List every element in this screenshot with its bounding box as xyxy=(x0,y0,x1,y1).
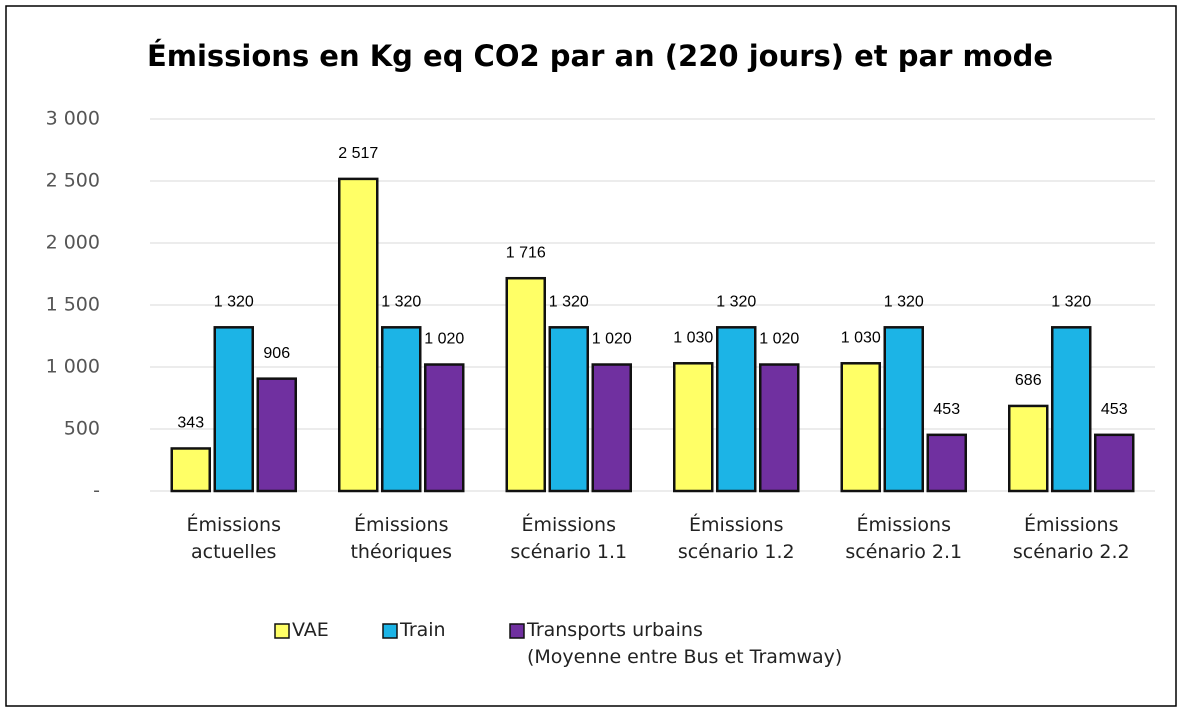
legend-label: Transports urbains (Moyenne entre Bus et… xyxy=(527,619,843,668)
legend-swatch xyxy=(274,623,290,639)
data-label: 1 030 xyxy=(673,329,713,346)
legend-label: VAE xyxy=(292,619,329,641)
x-tick-label: Émissions scénario 2.2 xyxy=(1012,514,1130,563)
bar xyxy=(591,363,632,493)
data-label: 2 517 xyxy=(338,145,378,162)
y-tick-label: - xyxy=(93,480,100,502)
x-tick-label: Émissions scénario 1.1 xyxy=(510,514,628,563)
legend-label: Train xyxy=(400,619,446,641)
data-label: 1 320 xyxy=(1051,294,1091,311)
bar xyxy=(1008,404,1049,493)
data-label: 686 xyxy=(1015,372,1042,389)
y-tick-label: 2 500 xyxy=(46,170,100,192)
bar xyxy=(338,177,379,493)
y-tick-label: 2 000 xyxy=(46,232,100,254)
bar xyxy=(1094,433,1135,493)
y-tick-label: 1 500 xyxy=(46,294,100,316)
data-label: 453 xyxy=(1101,401,1128,418)
data-label: 1 716 xyxy=(506,244,546,261)
x-tick-label: Émissions scénario 2.1 xyxy=(845,514,963,563)
data-label: 453 xyxy=(933,401,960,418)
data-label: 1 320 xyxy=(716,294,756,311)
y-tick-label: 500 xyxy=(64,418,100,440)
x-tick-label: Émissions théoriques xyxy=(350,514,453,563)
data-label: 1 030 xyxy=(841,329,881,346)
data-label: 1 020 xyxy=(759,331,799,348)
bar xyxy=(883,326,924,493)
chart-title: Émissions en Kg eq CO2 par an (220 jours… xyxy=(147,39,1053,73)
x-tick-label: Émissions scénario 1.2 xyxy=(677,514,795,563)
legend-swatch xyxy=(382,623,398,639)
bar xyxy=(548,326,589,493)
data-label: 1 320 xyxy=(549,294,589,311)
data-label: 1 320 xyxy=(214,294,254,311)
bar xyxy=(840,362,881,493)
legend-swatch xyxy=(509,623,525,639)
data-label: 343 xyxy=(177,415,204,432)
bar xyxy=(213,326,254,493)
data-label: 1 020 xyxy=(592,331,632,348)
bar xyxy=(1051,326,1092,493)
bar xyxy=(170,447,211,493)
data-label: 1 320 xyxy=(381,294,421,311)
chart-border xyxy=(5,5,1177,707)
bar xyxy=(673,362,714,493)
data-label: 1 320 xyxy=(884,294,924,311)
bar xyxy=(424,363,465,493)
bar xyxy=(926,433,967,493)
bar xyxy=(381,326,422,493)
y-tick-label: 3 000 xyxy=(46,108,100,130)
x-tick-label: Émissions actuelles xyxy=(186,514,281,563)
data-label: 1 020 xyxy=(424,331,464,348)
bar xyxy=(716,326,757,493)
bar xyxy=(759,363,800,493)
y-tick-label: 1 000 xyxy=(46,356,100,378)
bar xyxy=(505,276,546,493)
data-label: 906 xyxy=(263,345,290,362)
bar xyxy=(256,377,297,493)
